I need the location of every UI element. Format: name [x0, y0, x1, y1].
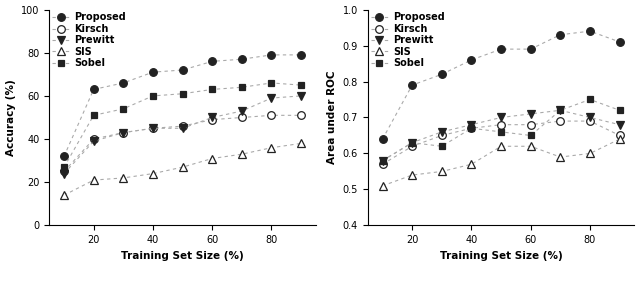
X-axis label: Training Set Size (%): Training Set Size (%): [440, 251, 563, 261]
Legend: Proposed, Kirsch, Prewitt, SIS, Sobel: Proposed, Kirsch, Prewitt, SIS, Sobel: [370, 12, 445, 69]
Y-axis label: Accuracy (%): Accuracy (%): [6, 79, 15, 156]
X-axis label: Training Set Size (%): Training Set Size (%): [121, 251, 244, 261]
Legend: Proposed, Kirsch, Prewitt, SIS, Sobel: Proposed, Kirsch, Prewitt, SIS, Sobel: [51, 12, 127, 69]
Y-axis label: Area under ROC: Area under ROC: [327, 71, 337, 164]
